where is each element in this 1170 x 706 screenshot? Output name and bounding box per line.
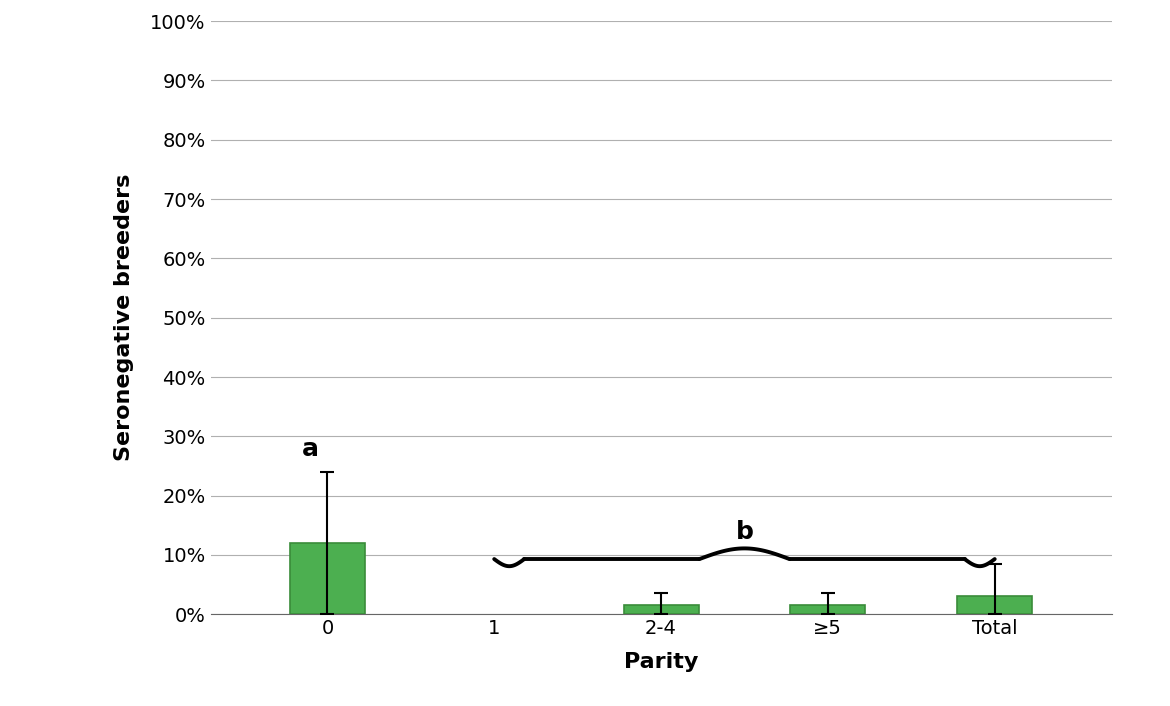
Y-axis label: Seronegative breeders: Seronegative breeders [113, 174, 133, 462]
Bar [624, 605, 698, 614]
Text: b: b [736, 520, 753, 544]
Bar [791, 605, 866, 614]
Text: a: a [302, 437, 319, 461]
X-axis label: Parity: Parity [624, 652, 698, 672]
Bar [290, 543, 365, 614]
Bar [957, 597, 1032, 614]
